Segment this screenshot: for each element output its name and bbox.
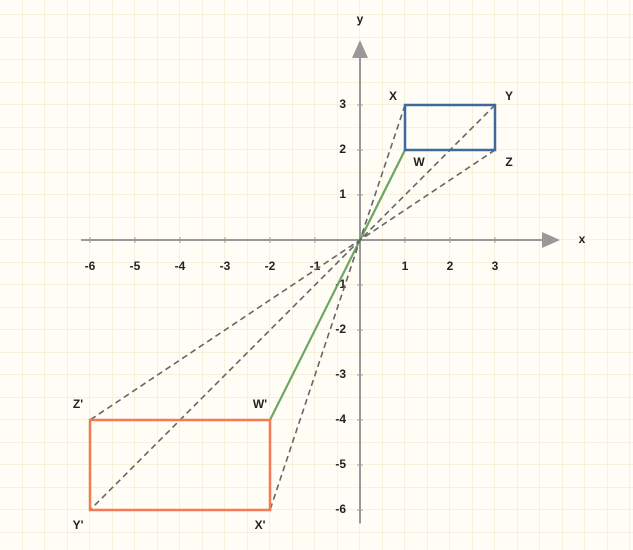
y-tick-label: 3 <box>339 97 346 111</box>
y-tick-label: -2 <box>335 322 346 336</box>
point-label: Z' <box>73 397 83 411</box>
connector <box>269 149 406 421</box>
point-label: Z <box>505 155 512 169</box>
y-axis-label: y <box>357 12 364 26</box>
y-tick-label: -3 <box>335 367 346 381</box>
x-tick-label: -5 <box>130 259 141 273</box>
x-tick-label: 2 <box>447 259 454 273</box>
point-label: X' <box>255 518 266 532</box>
x-axis-label: x <box>579 232 586 246</box>
y-tick-label: 1 <box>339 187 346 201</box>
point-label: Y <box>505 89 513 103</box>
point-label: Y' <box>73 518 84 532</box>
x-tick-label: -3 <box>220 259 231 273</box>
y-tick-label: -6 <box>335 502 346 516</box>
y-tick-label: -5 <box>335 457 346 471</box>
rectangle <box>403 103 497 152</box>
connector <box>89 149 496 421</box>
point-label: W' <box>253 397 267 411</box>
x-tick-label: -6 <box>85 259 96 273</box>
x-tick-label: -1 <box>310 259 321 273</box>
x-tick-label: 3 <box>492 259 499 273</box>
x-tick-label: -2 <box>265 259 276 273</box>
connector <box>89 104 496 511</box>
point-label: W <box>413 155 425 169</box>
connector <box>269 104 406 511</box>
x-tick-label: -4 <box>175 259 186 273</box>
rectangle <box>88 418 272 512</box>
y-tick-label: 2 <box>339 142 346 156</box>
x-tick-label: 1 <box>402 259 409 273</box>
point-label: X <box>389 89 397 103</box>
y-tick-label: -1 <box>335 277 346 291</box>
y-tick-label: -4 <box>335 412 346 426</box>
